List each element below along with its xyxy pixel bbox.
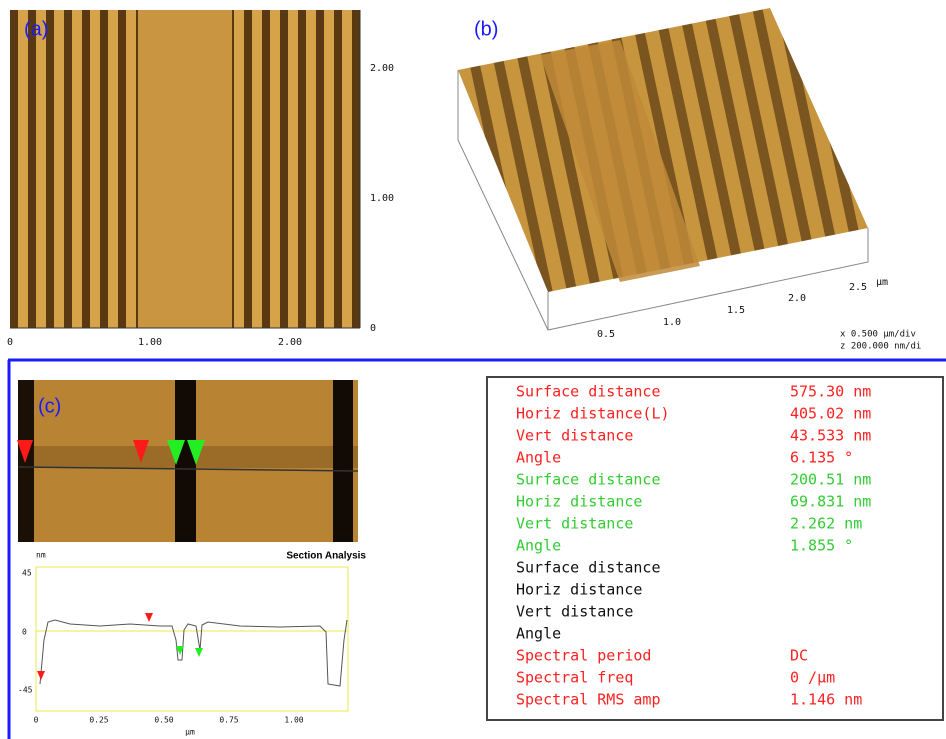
y-tick-label: 2.00 xyxy=(370,63,394,74)
marker xyxy=(37,671,45,680)
row-value: 405.02 nm xyxy=(790,405,871,423)
panel-label: (a) xyxy=(24,18,48,40)
y-tick-label: 0 xyxy=(370,323,376,334)
row-label: Spectral RMS amp xyxy=(516,691,661,709)
x-tick-label: 2.5 xyxy=(849,282,867,293)
row-label: Surface distance xyxy=(516,471,661,489)
row-value: DC xyxy=(790,647,808,665)
afm-band xyxy=(333,380,353,542)
row-label: Horiz distance(L) xyxy=(516,405,670,423)
row-label: Angle xyxy=(516,537,561,555)
profile xyxy=(40,620,347,686)
x-tick-label: 1.5 xyxy=(727,305,745,316)
row-value: 200.51 nm xyxy=(790,471,871,489)
row-label: Angle xyxy=(516,625,561,643)
afm-band xyxy=(138,10,232,328)
row-value: 69.831 nm xyxy=(790,493,871,511)
row-value: 575.30 nm xyxy=(790,383,871,401)
panel-label: (b) xyxy=(474,18,498,40)
x-tick-label: 1.00 xyxy=(284,716,303,725)
scale-line: z 200.000 nm/di xyxy=(840,342,921,352)
x-tick-label: 1.00 xyxy=(138,337,162,348)
x-tick-label: 1.0 xyxy=(663,317,681,328)
x-unit: µm xyxy=(876,277,888,288)
marker xyxy=(145,613,153,622)
y-tick-label: -45 xyxy=(18,686,33,695)
row-label: Angle xyxy=(516,449,561,467)
panel-c: (c) nm Section Analysis 45 0 -45 0 0.25 … xyxy=(17,380,366,737)
marker xyxy=(195,648,203,657)
section-title: Section Analysis xyxy=(286,551,366,562)
x-tick-label: 0 xyxy=(7,337,13,348)
row-label: Horiz distance xyxy=(516,493,642,511)
row-label: Horiz distance xyxy=(516,581,642,599)
x-tick-label: 0.75 xyxy=(219,716,238,725)
row-value: 1.855 ° xyxy=(790,537,853,555)
row-value: 1.146 nm xyxy=(790,691,862,709)
x-tick-label: 2.00 xyxy=(278,337,302,348)
plot-frame xyxy=(36,567,348,711)
panel-b: (b) 0.5 1.0 1.5 2.0 2.5 µm x 0.500 µm/di… xyxy=(458,8,921,352)
scale-line: x 0.500 µm/div xyxy=(840,330,916,340)
afm-band xyxy=(175,380,196,542)
row-label: Spectral period xyxy=(516,647,651,665)
panel-a: (a) 2.00 1.00 0 0 1.00 2.00 xyxy=(7,10,394,348)
x-tick-label: 2.0 xyxy=(788,293,806,304)
row-label: Surface distance xyxy=(516,383,661,401)
row-label: Surface distance xyxy=(516,559,661,577)
row-value: 6.135 ° xyxy=(790,449,853,467)
y-unit: nm xyxy=(36,551,46,560)
row-value: 2.262 nm xyxy=(790,515,862,533)
row-label: Vert distance xyxy=(516,427,633,445)
x-unit: µm xyxy=(185,728,195,737)
x-tick-label: 0.50 xyxy=(154,716,173,725)
x-tick-label: 0.25 xyxy=(89,716,108,725)
row-value: 43.533 nm xyxy=(790,427,871,445)
y-tick-label: 45 xyxy=(22,569,32,578)
row-label: Vert distance xyxy=(516,515,633,533)
row-value: 0 /µm xyxy=(790,669,835,687)
row-label: Spectral freq xyxy=(516,669,633,687)
y-tick-label: 0 xyxy=(22,628,27,637)
panel-label: (c) xyxy=(38,395,61,417)
figure: (a) 2.00 1.00 0 0 1.00 2.00 (b) 0.5 1.0 … xyxy=(0,0,946,739)
x-tick-label: 0.5 xyxy=(597,329,615,340)
page: (a) 2.00 1.00 0 0 1.00 2.00 (b) 0.5 1.0 … xyxy=(0,0,946,739)
x-tick-label: 0 xyxy=(34,716,39,725)
y-tick-label: 1.00 xyxy=(370,193,394,204)
afm-band xyxy=(18,380,34,542)
row-label: Vert distance xyxy=(516,603,633,621)
